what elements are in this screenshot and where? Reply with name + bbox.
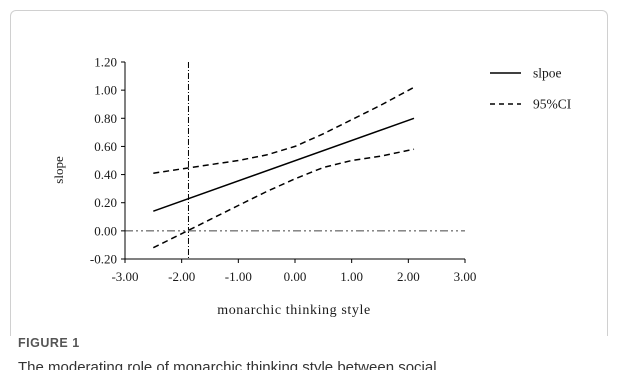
x-axis-label: monarchic thinking style — [217, 303, 371, 318]
figure-caption: The moderating role of monarchic thinkin… — [18, 359, 437, 370]
legend-label: 95%CI — [533, 97, 572, 112]
x-tick-label: 1.00 — [340, 269, 363, 284]
y-tick-label: 0.20 — [94, 195, 117, 210]
y-tick-label: 0.40 — [94, 167, 117, 182]
x-tick-label: 2.00 — [397, 269, 420, 284]
y-tick-label: 1.20 — [94, 55, 117, 70]
figure-label: FIGURE 1 — [18, 336, 80, 350]
y-tick-label: 0.00 — [94, 223, 117, 238]
chart-svg: -0.20 0.00 0.20 0.40 0.60 0.80 1.00 1.20 -3.00 -2… — [51, 55, 572, 319]
figure-frame — [10, 10, 608, 336]
y-tick-label: 0.80 — [94, 111, 117, 126]
y-axis-label: slope — [51, 156, 66, 184]
y-tick-label: 1.00 — [94, 83, 117, 98]
y-tick-label: -0.20 — [90, 252, 117, 267]
x-tick-label: 0.00 — [284, 269, 307, 284]
x-tick-label: -1.00 — [225, 269, 252, 284]
legend-label: slpoe — [533, 66, 562, 81]
x-tick-label: -2.00 — [168, 269, 195, 284]
x-tick-label: 3.00 — [454, 269, 477, 284]
series-line-ci-lower — [152, 148, 415, 249]
chart: -0.20 0.00 0.20 0.40 0.60 0.80 1.00 1.20 -3.00 -2… — [51, 55, 572, 319]
x-tick-label: -3.00 — [111, 269, 138, 284]
y-tick-label: 0.60 — [94, 139, 117, 154]
series-line-ci-upper — [153, 86, 415, 174]
series-line-slope — [153, 117, 415, 212]
